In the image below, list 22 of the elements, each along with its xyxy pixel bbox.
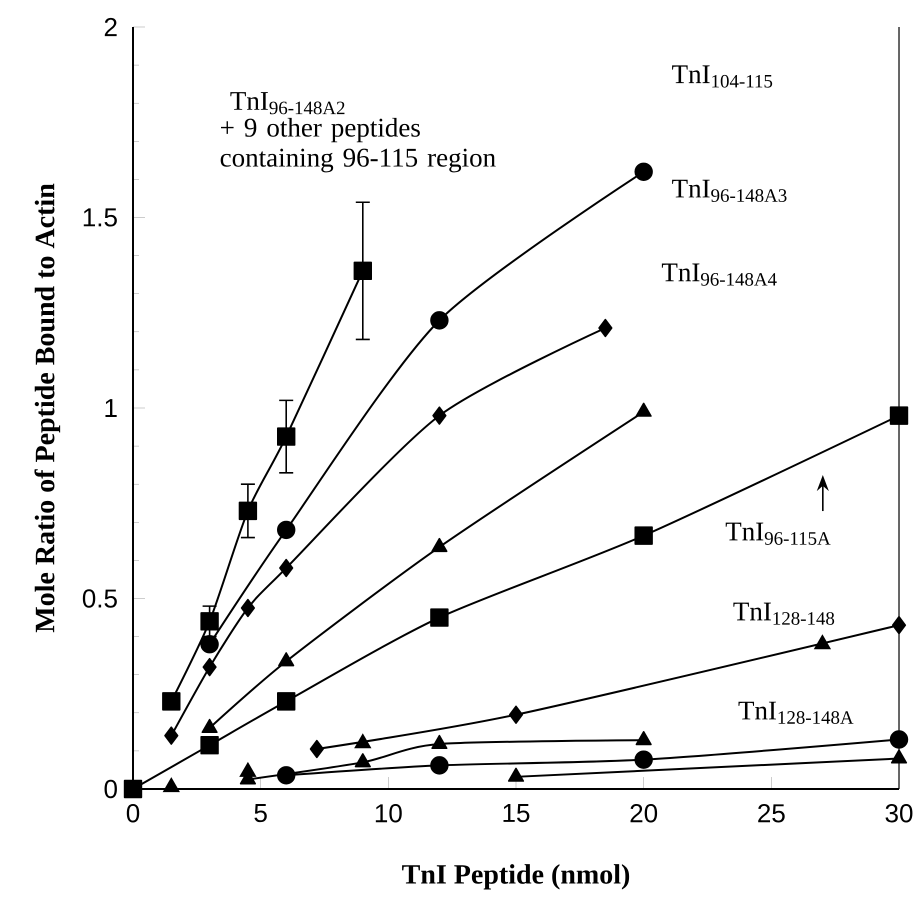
annotation: TnI$_{96-148A4}$ bbox=[662, 264, 777, 286]
annotation: TnI$_{96-115A}$ bbox=[726, 522, 831, 545]
x-tick-label: 10 bbox=[376, 804, 402, 822]
annotation: TnI$_{128-148A}$ bbox=[738, 702, 854, 724]
y-tick-label: 1 bbox=[105, 399, 117, 417]
annotation: TnI$_{104-115}$ bbox=[672, 65, 772, 88]
x-axis-title: TnI Peptide (nmol) bbox=[402, 864, 630, 890]
annotation: TnI$_{128-148}$ bbox=[733, 602, 834, 625]
x-tick-label: 30 bbox=[886, 804, 912, 822]
x-tick-label: 25 bbox=[758, 804, 785, 822]
y-tick-label: 1.5 bbox=[84, 208, 117, 227]
annotation: + 9 other peptides containing 96-115 region bbox=[220, 118, 496, 172]
annotation: TnI$_{96-148A3}$ bbox=[672, 180, 786, 202]
y-tick-label: 0.5 bbox=[82, 589, 117, 608]
x-tick-label: 20 bbox=[630, 804, 658, 822]
y-tick-label: 0 bbox=[104, 780, 117, 798]
x-tick-label: 5 bbox=[254, 804, 267, 822]
y-axis-title: Mole Ratio of Peptide Bound to Actin bbox=[34, 184, 60, 632]
x-tick-label: 15 bbox=[504, 804, 530, 822]
y-tick-label: 2 bbox=[104, 18, 117, 36]
annotation: TnI$_{96-148A2}$ bbox=[230, 92, 344, 114]
x-tick-label: 0 bbox=[126, 804, 140, 822]
